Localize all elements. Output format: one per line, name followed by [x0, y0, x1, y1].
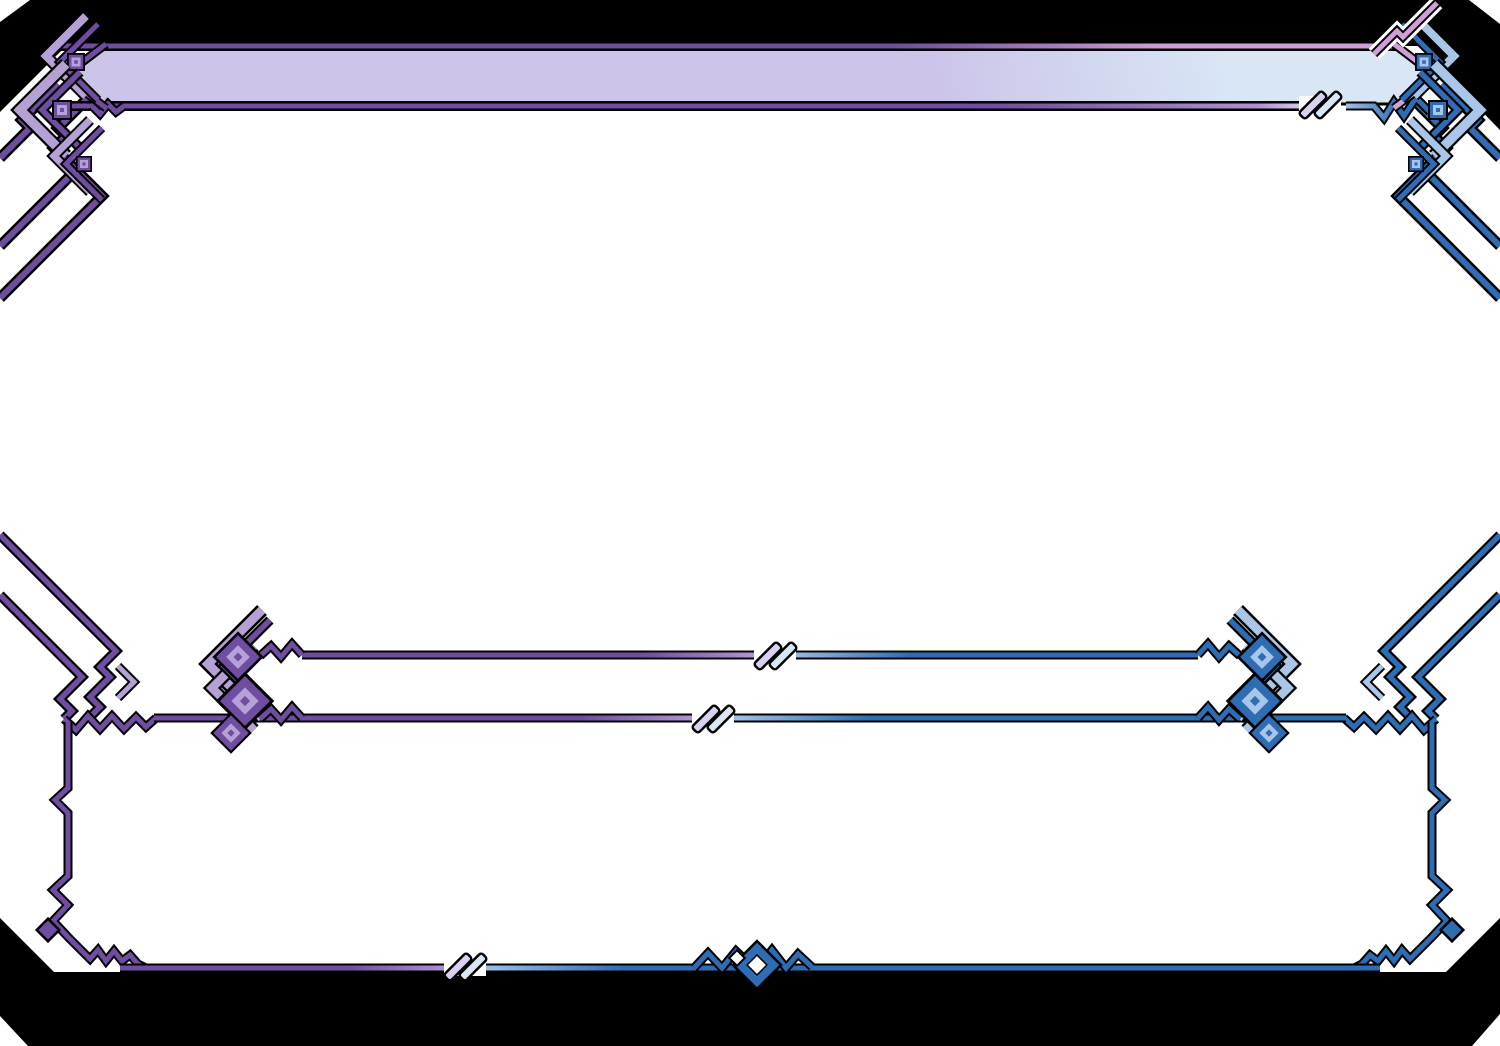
banner-fill	[63, 46, 1437, 106]
top-left-corner-cut	[0, 0, 30, 22]
bottom-left-black-wedge	[0, 918, 54, 972]
top-title-banner	[56, 40, 1444, 126]
bottom-center-diamond-motif	[690, 939, 816, 991]
bottom-left-corner-cut	[0, 1016, 28, 1046]
bottom-small-diamond	[727, 948, 747, 968]
top-black-bar	[0, 0, 1500, 46]
bottom-right-corner-cut	[1472, 1014, 1500, 1046]
bottom-right-black-wedge	[1446, 918, 1500, 972]
bottom-black-bar	[0, 972, 1500, 1046]
top-right-pink-stripe	[1368, 0, 1443, 60]
top-right-corner-cut	[1469, 0, 1500, 24]
